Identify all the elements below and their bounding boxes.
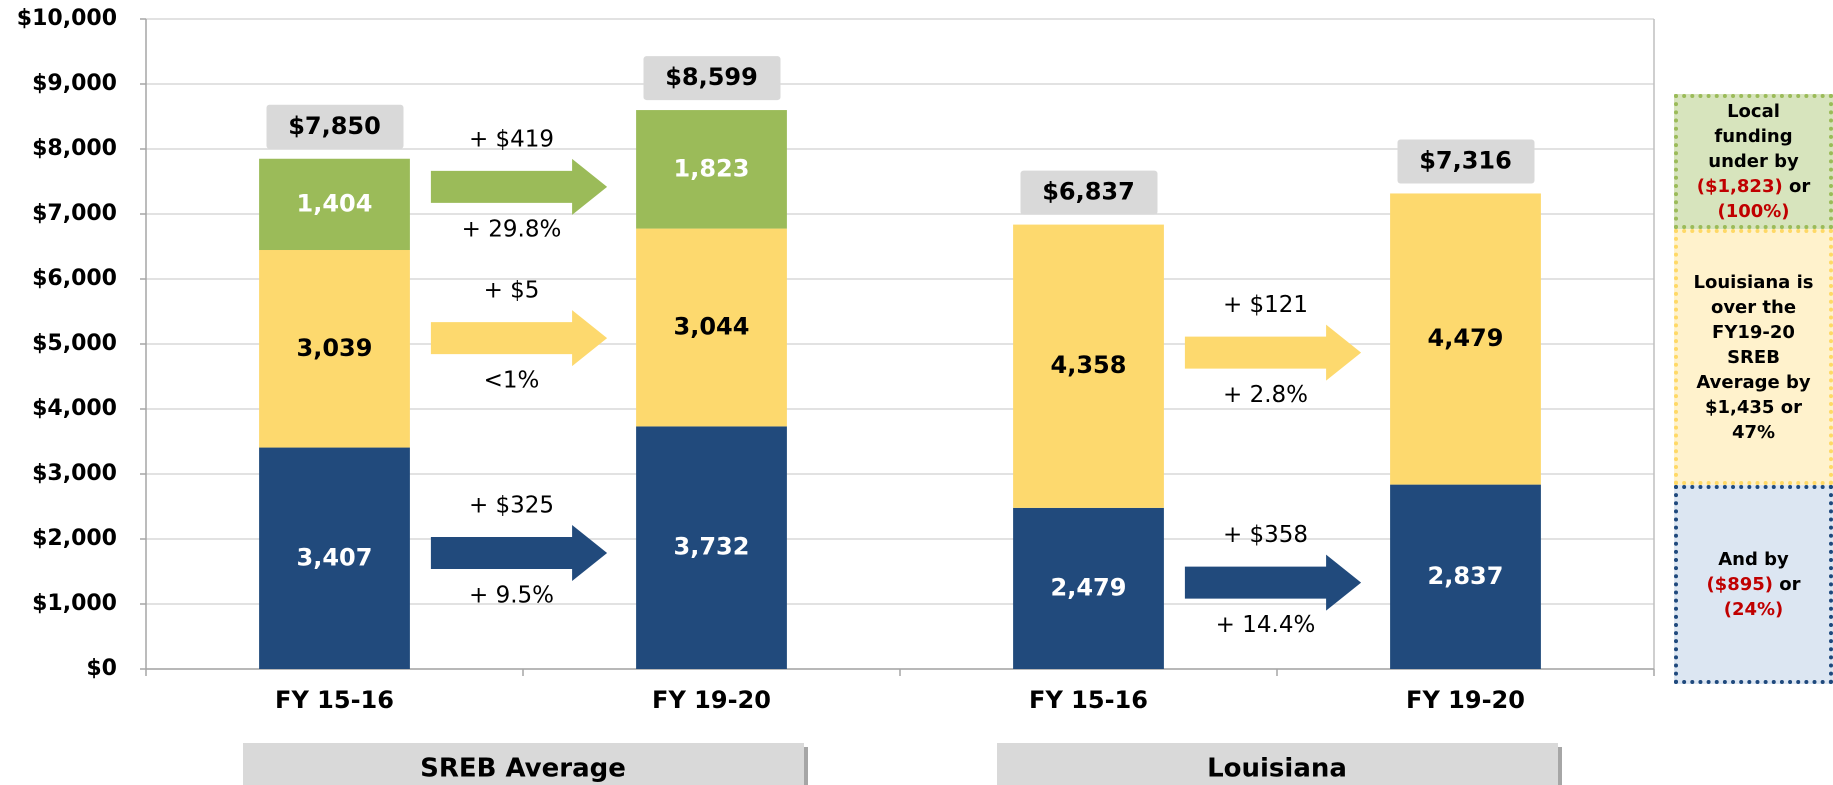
change-arrow [430, 524, 608, 581]
note-text: or [1773, 574, 1801, 595]
note-box: And by ($895) or (24%) [1674, 485, 1833, 684]
y-tick-label: $7,000 [32, 201, 117, 226]
value-label: 2,837 [1428, 562, 1504, 590]
note-text: (100%) [1717, 201, 1790, 222]
bar-segment [636, 228, 787, 427]
change-below: + 9.5% [469, 582, 554, 608]
total-box [643, 56, 781, 101]
change-arrow [1184, 554, 1362, 611]
value-label: 4,479 [1428, 324, 1504, 352]
group-box [997, 743, 1558, 785]
note-text: Local funding under by [1708, 101, 1799, 172]
bar-segment [636, 110, 787, 229]
change-arrow [430, 158, 608, 215]
change-above: + $325 [469, 492, 554, 518]
value-label: 1,404 [297, 189, 373, 217]
bar-segment [1390, 193, 1541, 485]
change-below: + 2.8% [1223, 382, 1308, 408]
x-tick-label: FY 15-16 [1029, 686, 1148, 714]
total-label: $7,850 [288, 112, 381, 140]
note-text: ($895) [1706, 574, 1774, 595]
value-label: 1,823 [674, 154, 750, 182]
bar-segment [1013, 507, 1164, 669]
note-text: (24%) [1723, 599, 1784, 620]
total-box [1397, 139, 1535, 184]
change-below: + 14.4% [1216, 612, 1316, 638]
y-tick-label: $9,000 [32, 71, 117, 96]
total-label: $6,837 [1042, 178, 1135, 206]
total-box [266, 104, 404, 149]
bar-segment [1013, 224, 1164, 508]
y-tick-label: $6,000 [32, 266, 117, 291]
y-tick-label: $2,000 [32, 526, 117, 551]
change-above: + $419 [469, 126, 554, 152]
value-label: 3,407 [297, 543, 373, 571]
value-label: 3,039 [297, 334, 373, 362]
change-arrow [1184, 324, 1362, 381]
group-label: Louisiana [1207, 754, 1347, 784]
change-below: <1% [484, 368, 540, 394]
change-above: + $358 [1223, 522, 1308, 548]
note-text: ($1,823) [1696, 176, 1783, 197]
change-arrow [430, 310, 608, 367]
bar-segment [259, 250, 410, 448]
y-tick-label: $0 [86, 656, 117, 681]
total-label: $7,316 [1419, 146, 1512, 174]
value-label: 3,732 [674, 533, 750, 561]
bar-segment [1390, 484, 1541, 669]
total-box [1020, 170, 1158, 215]
value-label: 4,358 [1051, 351, 1127, 379]
y-tick-label: $8,000 [32, 136, 117, 161]
note-text: And by [1718, 549, 1789, 570]
y-tick-label: $1,000 [32, 591, 117, 616]
note-text: Louisiana is over the FY19-20 SREB Avera… [1693, 271, 1814, 443]
total-label: $8,599 [665, 63, 758, 91]
bar-segment [259, 447, 410, 669]
y-tick-label: $3,000 [32, 461, 117, 486]
x-tick-label: FY 19-20 [1406, 686, 1525, 714]
group-box [243, 743, 804, 785]
y-tick-label: $10,000 [17, 6, 117, 31]
change-above: + $121 [1223, 292, 1308, 318]
note-box: Louisiana is over the FY19-20 SREB Avera… [1674, 229, 1833, 485]
x-tick-label: FY 15-16 [275, 686, 394, 714]
change-below: + 29.8% [462, 216, 562, 242]
group-label: SREB Average [420, 754, 626, 784]
change-above: + $5 [484, 278, 540, 304]
note-text: or [1782, 176, 1811, 197]
y-tick-label: $4,000 [32, 396, 117, 421]
note-box: Local funding under by ($1,823) or (100%… [1674, 94, 1833, 229]
bar-segment [259, 158, 410, 251]
value-label: 2,479 [1051, 573, 1127, 601]
x-tick-label: FY 19-20 [652, 686, 771, 714]
bar-segment [636, 426, 787, 669]
y-tick-label: $5,000 [32, 331, 117, 356]
value-label: 3,044 [674, 312, 750, 340]
